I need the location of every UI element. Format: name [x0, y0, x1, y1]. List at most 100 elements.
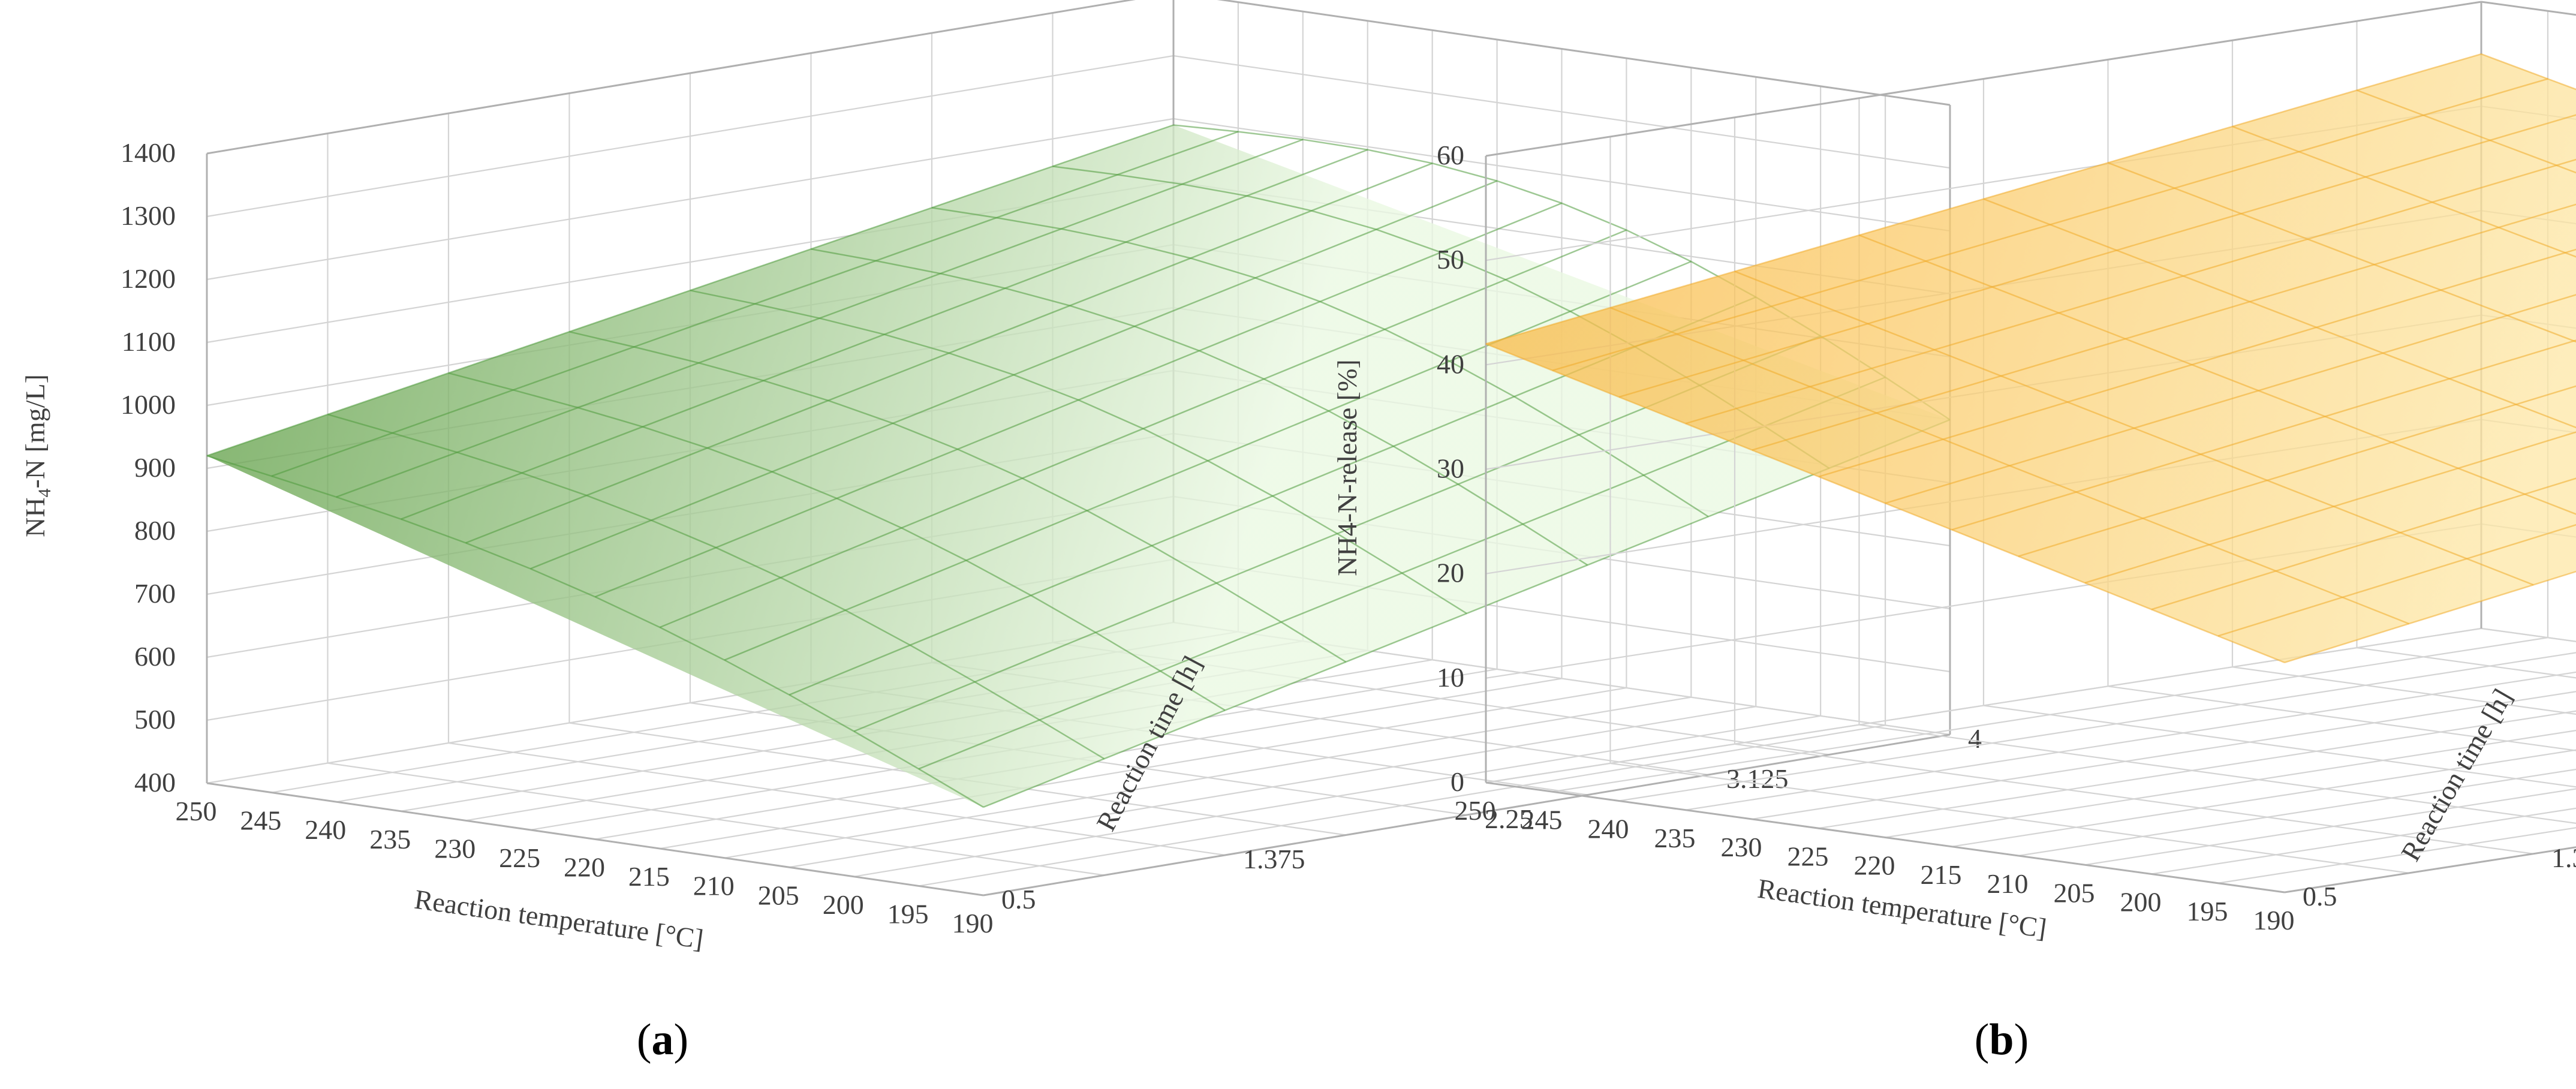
z-tick-label: 1300: [121, 200, 176, 231]
x-tick-label: 210: [693, 871, 735, 901]
axis-frame-edge: [983, 733, 1951, 897]
x-tick-label: 200: [823, 889, 864, 920]
z-axis-label-a-main: NH: [20, 497, 50, 537]
z-tick-label: 0: [1450, 766, 1464, 797]
x-tick-label: 220: [564, 852, 605, 883]
x-tick-label: 240: [305, 814, 346, 845]
surface-mesh-line: [2217, 524, 2576, 637]
x-tick-label: 215: [1921, 859, 1962, 890]
x-tick-label: 205: [758, 880, 799, 910]
surface-mesh-line: [1552, 78, 2548, 371]
x-axis-label-a: Reaction temperature [°C]: [413, 884, 705, 955]
x-tick-label: 240: [1588, 814, 1629, 844]
floor-grid-line: [1552, 637, 2548, 793]
axis-frame-edge: [1485, 1, 2482, 157]
surface-fill: [1486, 54, 2576, 663]
surface-mesh-line: [465, 163, 1433, 544]
x-tick-label: 250: [176, 796, 217, 826]
surface-mesh-line: [401, 149, 1368, 520]
x-tick-label: 235: [1654, 823, 1696, 853]
chart-panel-b: 250 245 240 235 230 225 220 215 210 205 200 195 1900…: [1332, 1, 2576, 1064]
surface-mesh-line: [2084, 431, 2576, 584]
z-tick-label: 1200: [121, 263, 176, 294]
surface-mesh-line: [336, 139, 1304, 498]
x-tick-label: 205: [2054, 877, 2095, 908]
surface-mesh-line: [1618, 114, 2576, 398]
floor-grid-line: [853, 715, 1821, 877]
z-tick-label: 30: [1437, 453, 1464, 484]
ticks-a: 250 245 240 235 230 225 220 215 210 205 200 195 1900…: [121, 137, 1982, 938]
floor-grid-line: [2217, 827, 2576, 884]
x-tick-label: 200: [2120, 887, 2162, 917]
caption-b-letter: b: [1989, 1015, 2014, 1064]
x-tick-label: 235: [369, 824, 411, 855]
surface-mesh-line: [659, 229, 1627, 628]
back-wall-grid-line: [1173, 55, 1951, 169]
axis-frame-edge: [206, 782, 984, 897]
floor-grid-line: [2084, 788, 2576, 866]
y-tick-label: 1.375: [2551, 843, 2576, 873]
x-tick-label: 190: [2253, 905, 2295, 935]
x-tick-label: 220: [1854, 850, 1895, 881]
y-tick-label: 4: [1968, 723, 1982, 754]
left-wall-grid-line: [1485, 627, 2482, 784]
z-tick-label: 1000: [121, 389, 176, 420]
z-tick-label: 800: [134, 515, 176, 546]
panel-caption-a: (a): [637, 1015, 688, 1064]
y-tick-label: 1.375: [1243, 844, 1305, 874]
z-tick-label: 20: [1437, 558, 1464, 588]
floor-grid-line: [2018, 768, 2576, 857]
x-tick-label: 225: [1787, 841, 1829, 871]
y-tick-label: 0.5: [2303, 881, 2337, 911]
x-tick-label: 250: [1455, 795, 1496, 826]
surface-mesh-line: [271, 131, 1239, 477]
caption-a-close: ): [674, 1015, 689, 1064]
back-wall-grid-line: [1173, 118, 1951, 232]
left-wall-grid-line: [206, 55, 1174, 218]
z-tick-label: 400: [134, 767, 176, 798]
x-tick-label: 215: [628, 861, 670, 892]
z-tick-label: 600: [134, 641, 176, 672]
surface-mesh-line: [1685, 158, 2576, 425]
floor-grid-line: [724, 696, 1692, 859]
axis-frame-edge: [206, 0, 1136, 155]
caption-b-open: (: [1975, 1015, 1990, 1064]
x-tick-label: 195: [887, 898, 929, 929]
surface-mesh-line: [2018, 385, 2576, 557]
floor-grid-line: [1752, 691, 2576, 820]
z-axis-label-a-sub: 4: [35, 488, 55, 497]
surface-mesh-line: [1485, 53, 2482, 345]
z-tick-label: 10: [1437, 662, 1464, 693]
chart-panel-a: 250 245 240 235 230 225 220 215 210 205 200 195 1900…: [20, 0, 1982, 1064]
x-tick-label: 210: [1987, 868, 2029, 899]
surface-mesh-line: [983, 419, 1951, 808]
x-tick-label: 225: [499, 843, 540, 873]
surface-mesh-line: [1818, 248, 2576, 478]
z-tick-label: 60: [1437, 140, 1464, 170]
axis-frame-edge: [1485, 781, 2285, 894]
surface-mesh-line: [918, 376, 1886, 770]
z-axis-label-a-rest: -N [mg/L]: [20, 374, 50, 488]
z-axis-label-b: NH4-N-release [%]: [1332, 359, 1362, 576]
x-tick-label: 230: [434, 833, 476, 864]
x-tick-label: 245: [1521, 804, 1563, 835]
floor-grid-line: [789, 706, 1756, 868]
floor-grid-line: [1885, 730, 2576, 838]
floor-grid-line: [918, 724, 1886, 887]
surface-b: [1485, 53, 2576, 663]
surface-mesh-line: [595, 202, 1562, 598]
caption-a-letter: a: [652, 1015, 674, 1064]
surface-mesh-line: [2284, 570, 2576, 663]
surface-a: [206, 124, 1951, 808]
surface-mesh-line: [206, 124, 1174, 457]
x-tick-label: 190: [952, 908, 994, 938]
y-tick-label: 0.5: [1001, 884, 1036, 914]
floor-grid-line: [1685, 671, 2576, 811]
surface-mesh-line: [1951, 339, 2576, 531]
z-tick-label: 900: [134, 452, 176, 483]
z-tick-label: 40: [1437, 348, 1464, 379]
z-tick-label: 1100: [122, 326, 176, 357]
z-axis-label-a: NH4-N [mg/L]: [20, 374, 55, 537]
y-tick-label: 2.25: [1485, 804, 1533, 834]
